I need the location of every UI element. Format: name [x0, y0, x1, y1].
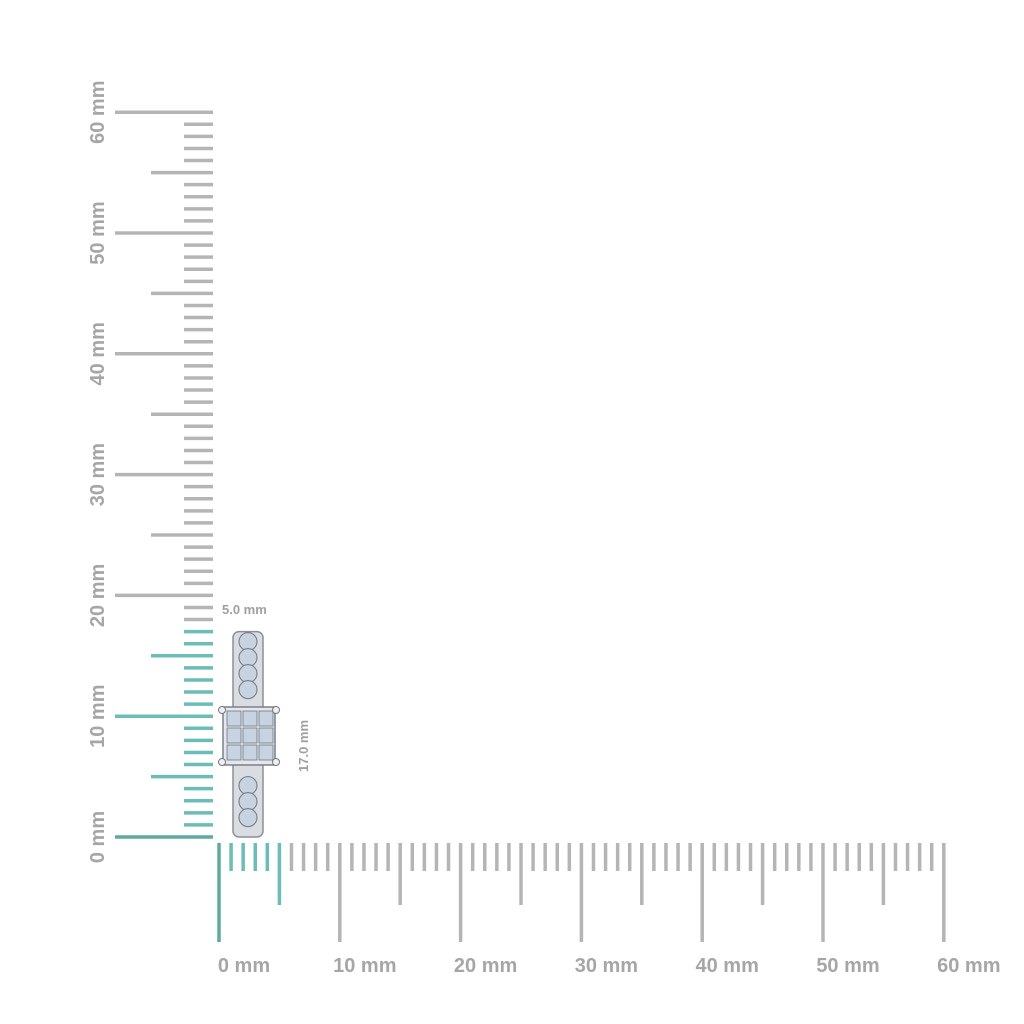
horizontal-ruler	[217, 843, 946, 942]
y-label: 0 mm	[87, 811, 109, 863]
height-dimension-label: 17.0 mm	[296, 720, 311, 772]
center-stone	[226, 710, 242, 727]
center-stone	[242, 710, 258, 727]
band-stone	[238, 664, 258, 684]
center-stone	[242, 744, 258, 761]
ring-image	[218, 630, 280, 838]
x-label: 40 mm	[696, 955, 759, 977]
vertical-ruler	[115, 110, 213, 839]
band-stone	[238, 792, 258, 812]
band-stone	[238, 808, 258, 828]
y-label: 10 mm	[87, 685, 109, 748]
x-label: 20 mm	[454, 955, 517, 977]
center-stone	[258, 710, 274, 727]
y-label: 20 mm	[87, 564, 109, 627]
center-stone	[226, 727, 242, 744]
band-stone	[238, 632, 258, 652]
vertical-ruler-labels: 0 mm 10 mm 20 mm 30 mm 40 mm 50 mm 60 mm	[87, 81, 109, 864]
band-stone	[238, 680, 258, 700]
x-label: 50 mm	[816, 955, 879, 977]
y-label: 40 mm	[87, 322, 109, 385]
prong	[272, 758, 280, 766]
center-stone	[258, 727, 274, 744]
band-stone	[238, 648, 258, 668]
y-label: 50 mm	[87, 201, 109, 264]
prong	[218, 706, 226, 714]
width-dimension-label: 5.0 mm	[222, 602, 267, 617]
y-label: 60 mm	[87, 81, 109, 144]
center-stone	[226, 744, 242, 761]
x-label: 60 mm	[937, 955, 1000, 977]
center-stone	[242, 727, 258, 744]
band-stone	[238, 776, 258, 796]
prong	[218, 758, 226, 766]
horizontal-ruler-labels: 0 mm 10 mm 20 mm 30 mm 40 mm 50 mm 60 mm	[218, 955, 1001, 977]
x-label: 10 mm	[333, 955, 396, 977]
x-label: 0 mm	[218, 955, 270, 977]
center-stone	[258, 744, 274, 761]
x-label: 30 mm	[575, 955, 638, 977]
y-label: 30 mm	[87, 443, 109, 506]
prong	[272, 706, 280, 714]
